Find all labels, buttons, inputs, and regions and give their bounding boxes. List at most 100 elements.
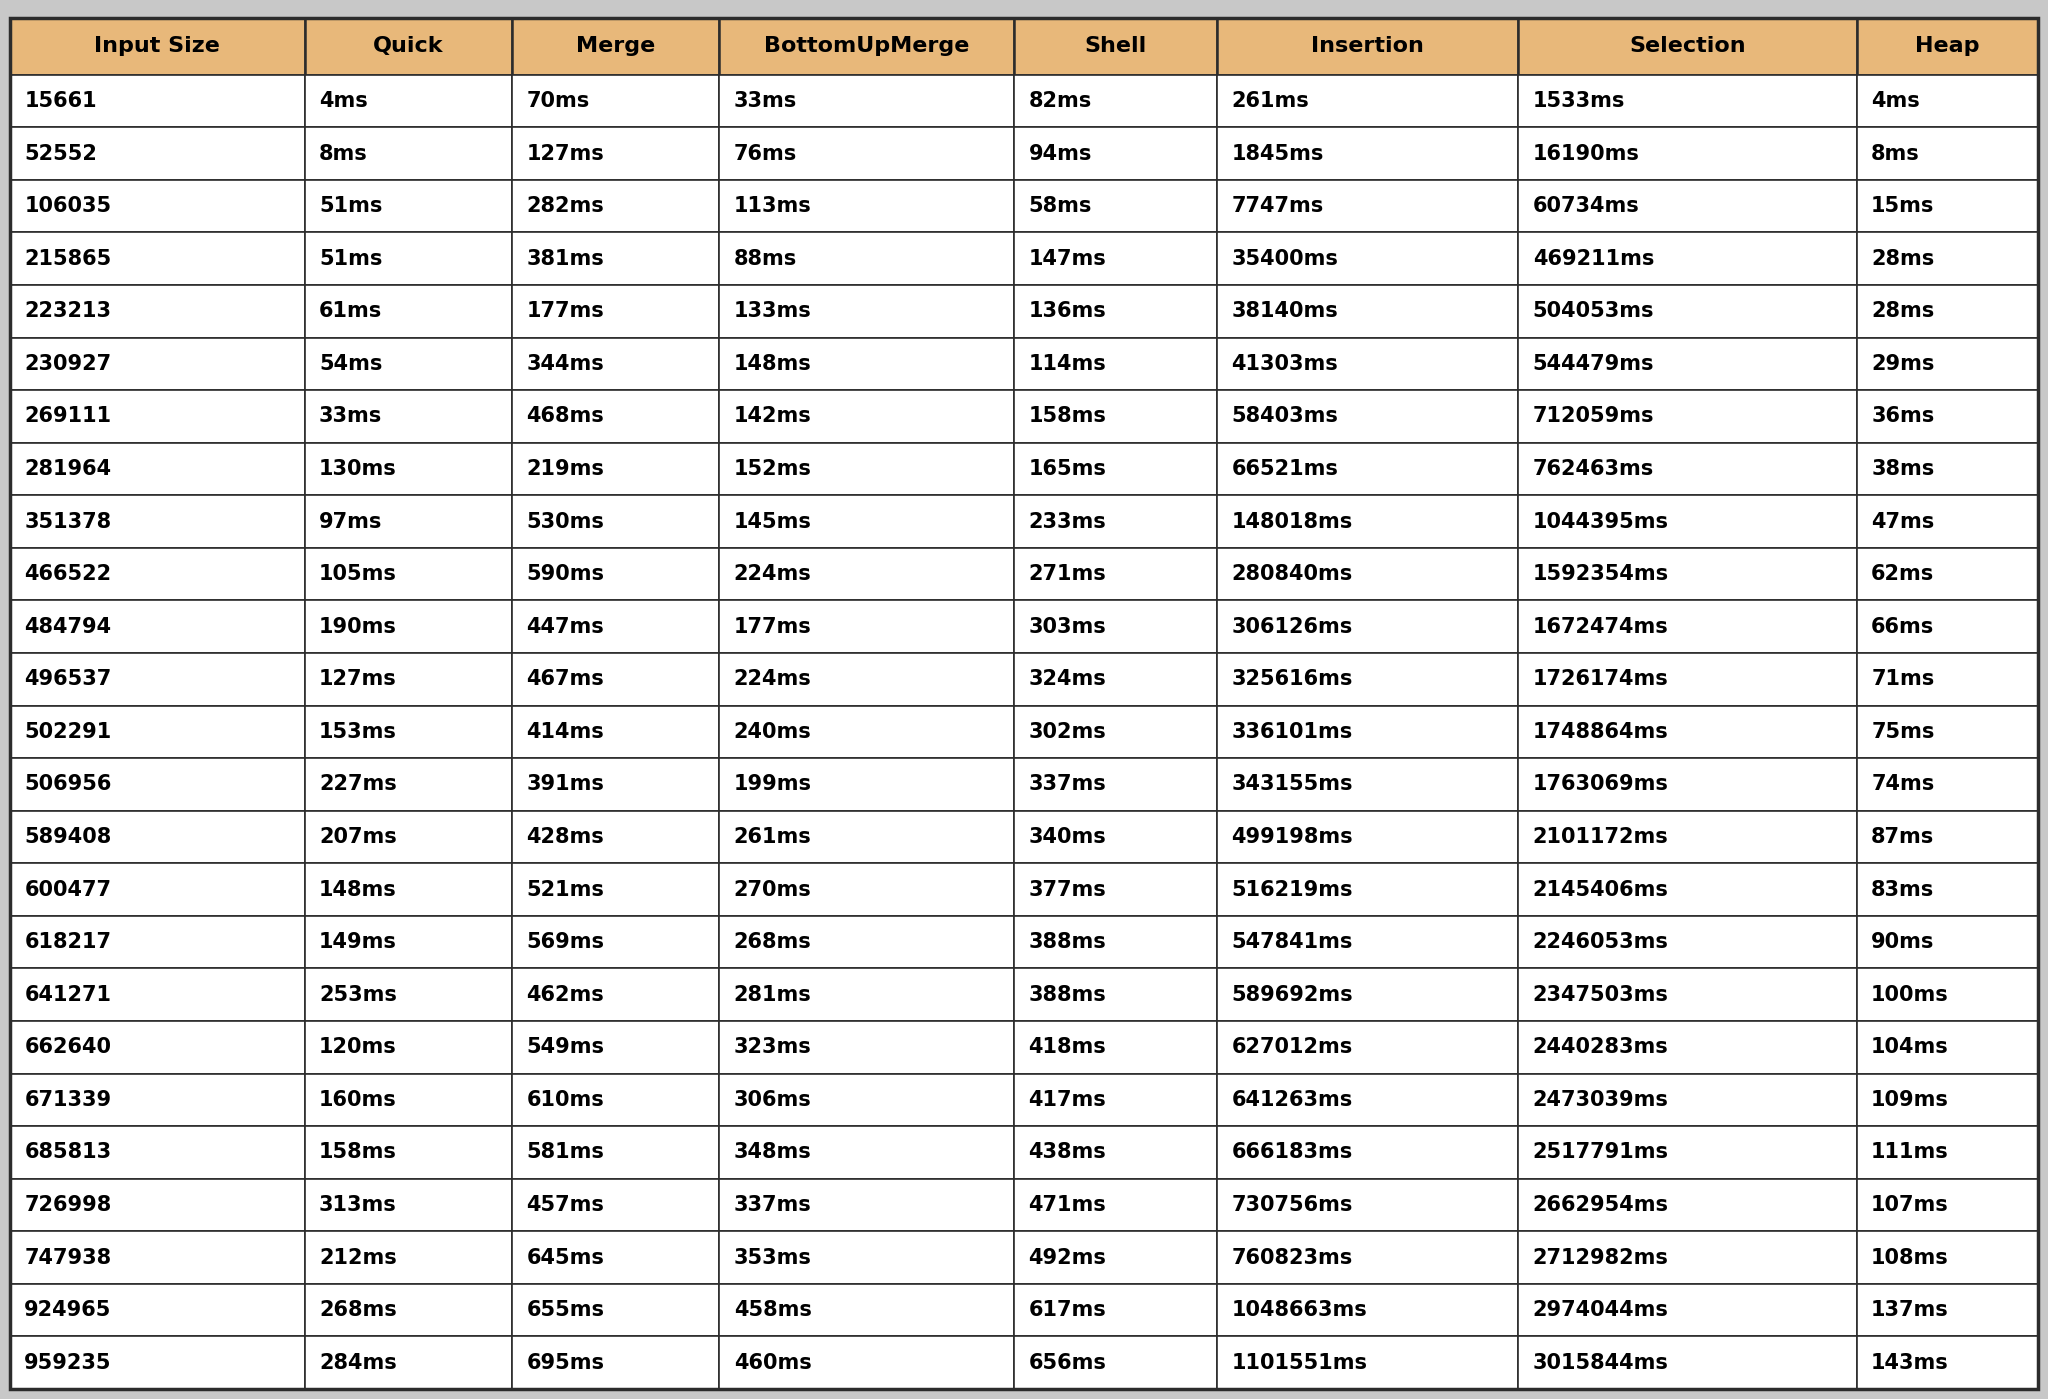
Bar (1014, 600, 1217, 653)
Bar (1858, 653, 2038, 705)
Text: 74ms: 74ms (1872, 775, 1935, 795)
Text: 158ms: 158ms (1028, 407, 1106, 427)
Text: 610ms: 610ms (526, 1090, 604, 1109)
Text: 466522: 466522 (25, 564, 111, 585)
Bar (512, 1284, 719, 1336)
Bar (1217, 232, 1518, 285)
Bar (1858, 1021, 2038, 1073)
Bar (512, 600, 719, 653)
Text: BottomUpMerge: BottomUpMerge (764, 36, 969, 56)
Bar (1858, 285, 2038, 337)
Bar (1518, 337, 1858, 390)
Bar (512, 18, 719, 74)
Bar (719, 811, 1014, 863)
Text: 645ms: 645ms (526, 1248, 604, 1267)
Bar (512, 127, 719, 180)
Text: 8ms: 8ms (319, 144, 369, 164)
Bar (10, 1231, 305, 1284)
Bar (719, 600, 1014, 653)
Bar (10, 705, 305, 758)
Bar (512, 811, 719, 863)
Bar (1014, 180, 1217, 232)
Bar (719, 285, 1014, 337)
Text: 656ms: 656ms (1028, 1353, 1106, 1372)
Bar (305, 1284, 512, 1336)
Text: 492ms: 492ms (1028, 1248, 1106, 1267)
Bar (305, 1073, 512, 1126)
Text: 109ms: 109ms (1872, 1090, 1950, 1109)
Text: 569ms: 569ms (526, 932, 604, 953)
Text: 313ms: 313ms (319, 1195, 397, 1214)
Bar (1014, 1126, 1217, 1179)
Text: 270ms: 270ms (733, 880, 811, 900)
Text: 618217: 618217 (25, 932, 111, 953)
Bar (1217, 495, 1518, 548)
Text: 47ms: 47ms (1872, 512, 1935, 532)
Bar (1014, 1336, 1217, 1389)
Text: 105ms: 105ms (319, 564, 397, 585)
Text: 261ms: 261ms (733, 827, 811, 846)
Text: 58ms: 58ms (1028, 196, 1092, 217)
Bar (1518, 1284, 1858, 1336)
Text: 160ms: 160ms (319, 1090, 397, 1109)
Text: 104ms: 104ms (1872, 1037, 1950, 1058)
Text: 66ms: 66ms (1872, 617, 1935, 637)
Bar (1858, 863, 2038, 916)
Bar (719, 18, 1014, 74)
Bar (719, 758, 1014, 811)
Bar (1858, 1336, 2038, 1389)
Bar (1217, 863, 1518, 916)
Bar (10, 337, 305, 390)
Text: 143ms: 143ms (1872, 1353, 1950, 1372)
Bar (719, 74, 1014, 127)
Bar (719, 968, 1014, 1021)
Bar (1217, 18, 1518, 74)
Text: 1533ms: 1533ms (1532, 91, 1626, 111)
Bar (1217, 285, 1518, 337)
Text: 253ms: 253ms (319, 985, 397, 1004)
Bar (1217, 705, 1518, 758)
Text: 94ms: 94ms (1028, 144, 1092, 164)
Bar (10, 74, 305, 127)
Bar (512, 968, 719, 1021)
Text: Selection: Selection (1630, 36, 1747, 56)
Bar (1518, 18, 1858, 74)
Text: 190ms: 190ms (319, 617, 397, 637)
Bar (1518, 1073, 1858, 1126)
Bar (1858, 495, 2038, 548)
Bar (1858, 811, 2038, 863)
Text: 148ms: 148ms (319, 880, 397, 900)
Bar (10, 758, 305, 811)
Bar (10, 916, 305, 968)
Text: 207ms: 207ms (319, 827, 397, 846)
Text: 136ms: 136ms (1028, 301, 1106, 322)
Bar (1518, 495, 1858, 548)
Bar (1518, 705, 1858, 758)
Text: 2440283ms: 2440283ms (1532, 1037, 1669, 1058)
Text: Insertion: Insertion (1311, 36, 1423, 56)
Bar (1217, 653, 1518, 705)
Text: 730756ms: 730756ms (1231, 1195, 1354, 1214)
Text: 149ms: 149ms (319, 932, 397, 953)
Bar (719, 548, 1014, 600)
Text: 271ms: 271ms (1028, 564, 1106, 585)
Bar (1518, 968, 1858, 1021)
Bar (512, 285, 719, 337)
Text: 666183ms: 666183ms (1231, 1143, 1354, 1163)
Text: 617ms: 617ms (1028, 1300, 1106, 1321)
Bar (10, 442, 305, 495)
Bar (1858, 758, 2038, 811)
Text: 41303ms: 41303ms (1231, 354, 1337, 374)
Bar (1217, 758, 1518, 811)
Text: 457ms: 457ms (526, 1195, 604, 1214)
Bar (10, 1179, 305, 1231)
Text: 496537: 496537 (25, 669, 111, 690)
Bar (10, 1021, 305, 1073)
Bar (10, 285, 305, 337)
Bar (1858, 1284, 2038, 1336)
Bar (512, 705, 719, 758)
Bar (512, 390, 719, 442)
Text: 1101551ms: 1101551ms (1231, 1353, 1368, 1372)
Bar (305, 1021, 512, 1073)
Text: 230927: 230927 (25, 354, 111, 374)
